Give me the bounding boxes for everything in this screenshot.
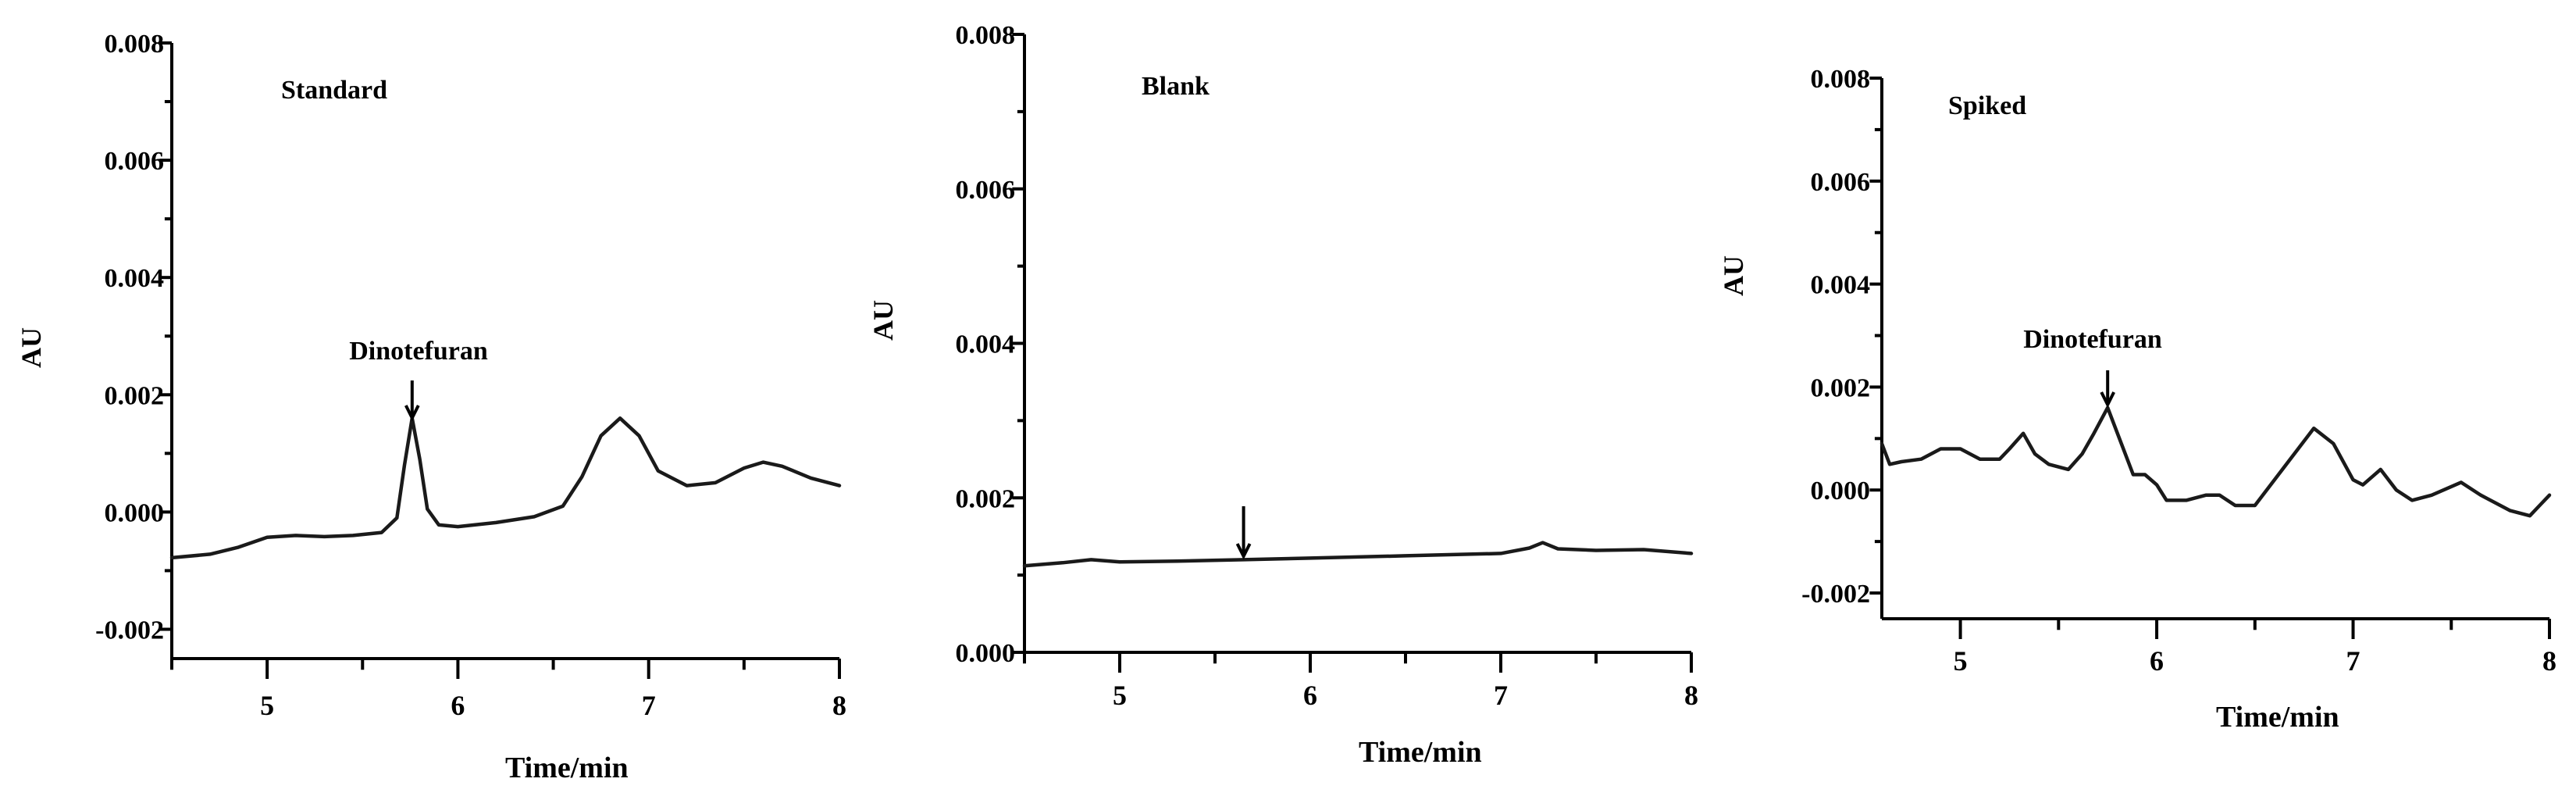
panel-blank: Blank Time/min AU 0.000 0.002 0.004 0.006 0.… [868,21,1698,769]
y-tick-label: 0.008 [956,21,1016,50]
y-axis-label: AU [16,327,47,368]
panel-title: Blank [1142,72,1210,101]
y-tick-label: 0.004 [105,264,165,293]
y-tick-label: -0.002 [95,616,164,645]
peak-arrow-head [1235,543,1252,560]
y-tick-label: -0.002 [1801,580,1870,609]
y-tick-label: 0.004 [1811,271,1871,300]
x-tick-label: 6 [1303,680,1317,711]
x-axis-label: Time/min [1359,736,1482,769]
chromatogram-trace [1879,405,2552,518]
chromatogram-trace [1022,541,1694,568]
y-axis-label: AU [1718,255,1749,296]
x-tick-label: 5 [1113,680,1127,711]
x-tick-label: 7 [642,690,656,721]
x-tick-label: 7 [1494,680,1508,711]
x-tick-label: 6 [451,690,465,721]
panel-title: Standard [281,76,387,105]
x-tick-label: 6 [2150,645,2164,677]
panel-title: Spiked [1948,91,2026,120]
chromatogram-trace [169,416,842,560]
x-tick-label: 8 [832,690,846,721]
x-tick-label: 8 [1684,680,1698,711]
y-axis-label: AU [868,300,899,341]
x-axis-label: Time/min [505,752,629,784]
x-tick-label: 8 [2542,645,2556,677]
annotation-label: Dinotefuran [2023,325,2162,354]
x-tick-label: 5 [1954,645,1968,677]
panel-spiked: Spiked Time/min AU Dinotefuran -0.002 0.0… [1718,65,2556,734]
y-tick-label: 0.000 [1811,477,1871,505]
annotation-label: Dinotefuran [349,337,488,366]
y-tick-label: 0.006 [956,176,1016,205]
x-tick-label: 7 [2346,645,2360,677]
panel-standard: Standard Time/min AU Dinotefuran -0.002 0… [16,30,846,784]
x-tick-label: 5 [260,690,274,721]
y-tick-label: 0.002 [105,381,165,410]
y-tick-label: 0.008 [1811,65,1871,94]
y-tick-label: 0.002 [956,484,1016,513]
peak-arrow-head [404,405,420,422]
x-axis-label: Time/min [2216,701,2339,734]
y-tick-label: 0.002 [1811,373,1871,402]
y-tick-label: 0.000 [105,498,165,527]
y-tick-label: 0.008 [105,30,165,59]
y-tick-label: 0.000 [956,639,1016,668]
y-tick-label: 0.004 [956,330,1016,359]
peak-arrow-head [2100,391,2115,409]
y-tick-label: 0.006 [1811,168,1871,197]
y-tick-label: 0.006 [105,147,165,176]
